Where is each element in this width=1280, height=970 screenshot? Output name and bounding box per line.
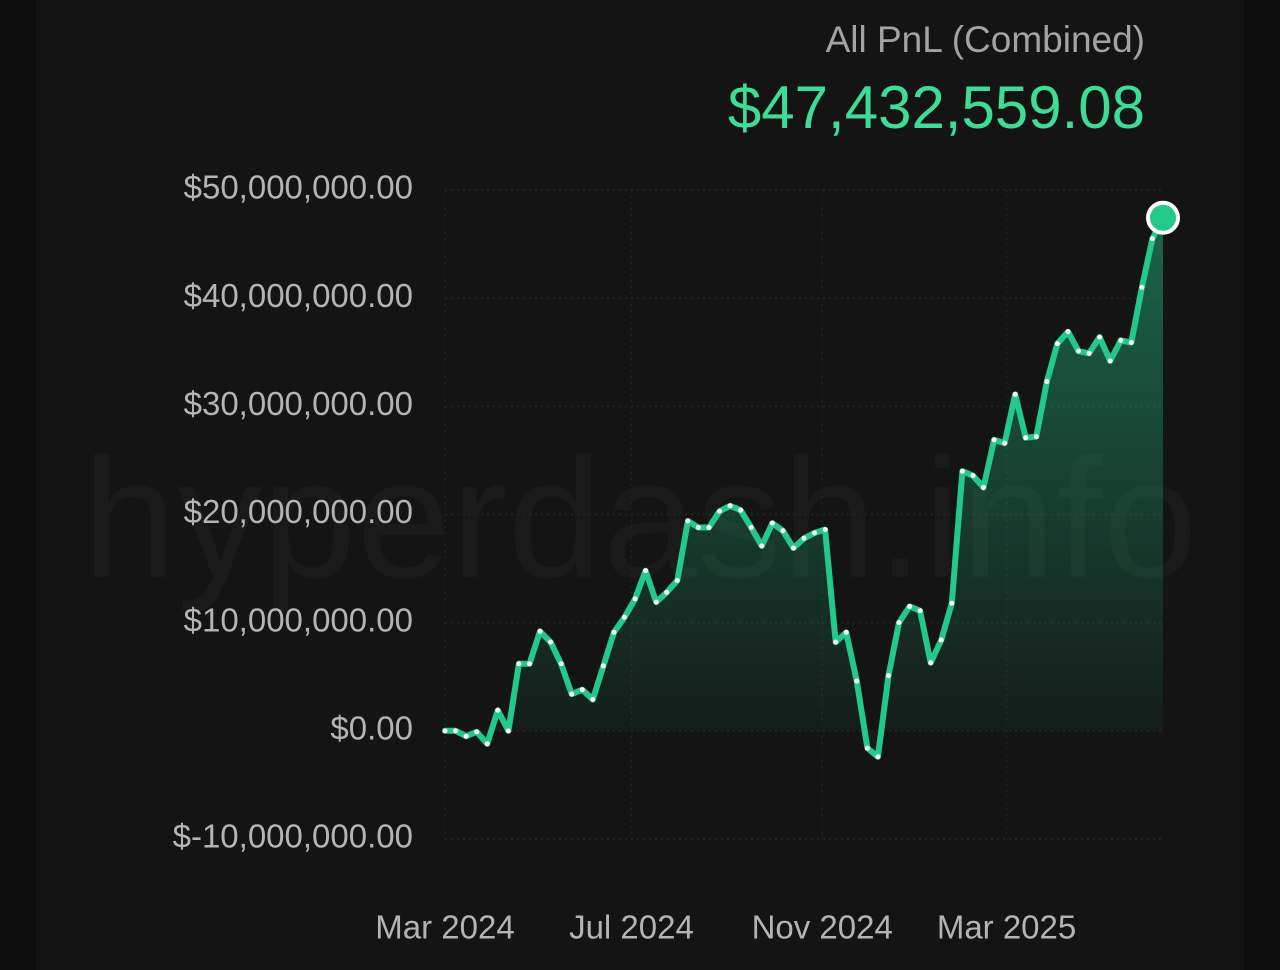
point [1076, 348, 1082, 354]
point [833, 639, 839, 645]
point [1128, 340, 1134, 346]
point [1097, 334, 1103, 340]
point [885, 673, 891, 679]
point [611, 629, 617, 635]
point [759, 543, 765, 549]
x-tick-label: Jul 2024 [569, 909, 694, 946]
point [748, 524, 754, 530]
point [1044, 378, 1050, 384]
point [959, 468, 965, 474]
point [526, 661, 532, 667]
point [780, 528, 786, 534]
point [1086, 350, 1092, 356]
point [949, 600, 955, 606]
x-tick-label: Mar 2024 [375, 909, 514, 946]
point [685, 518, 691, 524]
point [928, 660, 934, 666]
point [822, 527, 828, 533]
point [474, 729, 480, 735]
point [1054, 341, 1060, 347]
point [516, 661, 522, 667]
point [1107, 358, 1113, 364]
point [991, 437, 997, 443]
point [1139, 284, 1145, 290]
point [864, 745, 870, 751]
point [569, 691, 575, 697]
point [801, 535, 807, 541]
point [505, 728, 511, 734]
point [938, 637, 944, 643]
last-point [1146, 200, 1180, 235]
y-tick-label: $10,000,000.00 [184, 601, 413, 638]
point [790, 545, 796, 551]
point [622, 614, 627, 620]
point [653, 599, 659, 605]
x-tick-label: Mar 2025 [937, 909, 1076, 946]
point [981, 484, 986, 490]
point [1033, 434, 1039, 440]
point [548, 639, 554, 645]
point [695, 524, 701, 530]
point [1118, 337, 1124, 343]
point [875, 754, 881, 760]
point [600, 663, 606, 669]
chart-title: All PnL (Combined) [826, 19, 1145, 60]
point [632, 596, 638, 602]
point [453, 728, 459, 734]
y-tick-label: $0.00 [330, 710, 413, 747]
point [643, 568, 649, 574]
headline-value: $47,432,559.08 [728, 74, 1145, 141]
point [907, 603, 913, 609]
point [769, 520, 775, 526]
point [579, 687, 585, 693]
point [812, 530, 818, 536]
point [1065, 329, 1071, 335]
point [727, 503, 733, 509]
point [1149, 236, 1155, 242]
point [917, 608, 923, 614]
point [706, 524, 712, 530]
point [1002, 440, 1008, 446]
y-tick-label: $20,000,000.00 [184, 493, 413, 530]
x-tick-label: Nov 2024 [752, 909, 893, 946]
y-tick-label: $-10,000,000.00 [173, 818, 413, 855]
point [463, 733, 469, 739]
point [970, 473, 976, 479]
point [843, 629, 849, 635]
point [674, 577, 680, 583]
point [717, 508, 723, 514]
y-tick-label: $40,000,000.00 [184, 277, 413, 314]
y-tick-label: $50,000,000.00 [184, 169, 413, 206]
point [442, 728, 448, 734]
point [558, 661, 564, 667]
point [590, 696, 596, 702]
point [738, 507, 744, 513]
point [537, 628, 543, 634]
point [664, 589, 670, 595]
point [896, 620, 902, 626]
point [484, 741, 490, 747]
point [1012, 391, 1018, 397]
point [854, 678, 860, 684]
point [495, 707, 501, 713]
point [1023, 435, 1029, 441]
y-tick-label: $30,000,000.00 [184, 385, 413, 422]
